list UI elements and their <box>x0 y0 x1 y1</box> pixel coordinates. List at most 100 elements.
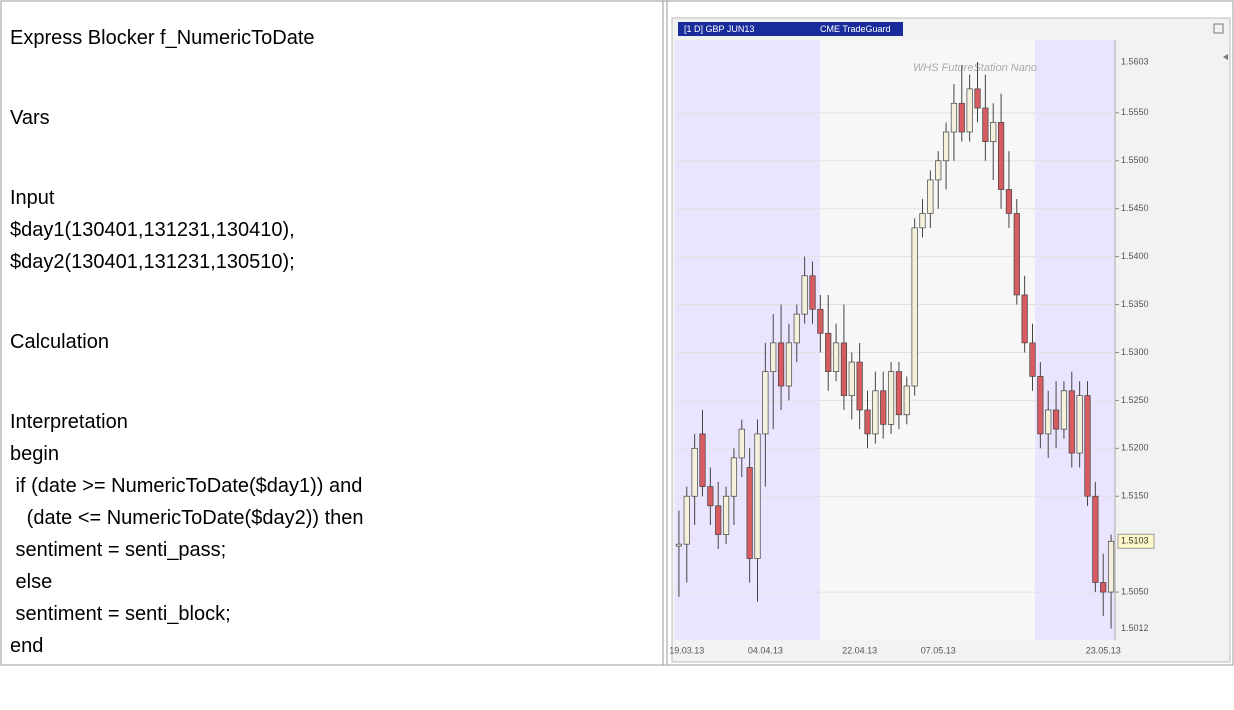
candle-body <box>1045 409 1052 435</box>
candle-body <box>903 385 910 416</box>
code-line: begin <box>10 443 59 465</box>
candle-body <box>895 371 903 416</box>
x-tick-label: 07.05.13 <box>921 645 956 655</box>
candle-body <box>715 505 722 535</box>
candle-body <box>825 332 832 372</box>
candle-body <box>1052 409 1060 430</box>
chart-subtitle: CME TradeGuard <box>820 24 891 34</box>
code-line: else <box>10 571 53 593</box>
y-tick-label: 1.5500 <box>1121 155 1149 165</box>
candle-body <box>840 342 848 396</box>
candle-body <box>699 433 706 487</box>
candle-body <box>832 342 840 372</box>
code-line: Vars <box>10 107 50 129</box>
candle-body <box>730 457 738 497</box>
code-line: Input <box>10 187 55 209</box>
candle-body <box>856 361 863 411</box>
candle-body <box>872 390 879 435</box>
y-tick-label: 1.5050 <box>1121 586 1149 596</box>
candle-body <box>1100 582 1107 593</box>
candle-body <box>675 543 683 547</box>
code-line: $day1(130401,131231,130410), <box>10 219 295 241</box>
candle-body <box>1068 390 1075 454</box>
candle-body <box>777 342 785 387</box>
code-line: sentiment = senti_block; <box>10 603 231 625</box>
x-tick-label: 04.04.13 <box>748 645 783 655</box>
candle-body <box>785 342 793 387</box>
candle-body <box>722 495 730 535</box>
y-tick-label: 1.5200 <box>1121 443 1149 453</box>
code-block: Interpretation begin if (date >= NumericT… <box>10 406 650 662</box>
code-line: $day2(130401,131231,130510); <box>10 251 295 273</box>
candle-body <box>1021 294 1028 344</box>
x-tick-label: 23.05.13 <box>1086 645 1121 655</box>
candle-body <box>1037 376 1044 435</box>
candle-body <box>793 313 800 344</box>
candle-body <box>754 433 761 559</box>
candle-body <box>974 88 981 109</box>
y-tick-label: 1.5150 <box>1121 491 1149 501</box>
title-tab <box>678 22 903 36</box>
candle-body <box>990 122 997 142</box>
candle-body <box>919 213 926 229</box>
candle-body <box>927 179 934 214</box>
candle-body <box>1029 342 1036 377</box>
candle-body <box>762 371 769 435</box>
candle-body <box>1092 495 1099 583</box>
code-line: Interpretation <box>10 411 128 433</box>
candle-body <box>1107 540 1115 593</box>
candle-body <box>880 390 887 425</box>
code-block: Express Blocker f_NumericToDate <box>10 22 650 54</box>
candle-body <box>683 495 690 545</box>
candle-body <box>935 160 942 181</box>
code-block: Vars <box>10 102 650 134</box>
last-price-box <box>1117 533 1155 549</box>
candle-body <box>746 467 753 559</box>
candle-body <box>707 486 714 507</box>
high-label: 1.5603 <box>1121 56 1149 66</box>
shading <box>1035 40 1115 640</box>
candle-body <box>942 131 950 162</box>
icon <box>1223 54 1228 60</box>
code-line: Calculation <box>10 331 109 353</box>
candle-body <box>864 409 871 435</box>
candle-body <box>801 275 808 315</box>
code-line: end <box>10 635 44 657</box>
candle-body <box>809 275 816 310</box>
code-block: Calculation <box>10 326 650 358</box>
y-tick-label: 1.5350 <box>1121 299 1149 309</box>
code-line: Express Blocker f_NumericToDate <box>10 27 315 49</box>
chart-title: [1 D] GBP JUN13 <box>684 24 754 34</box>
candle-body <box>1005 189 1013 214</box>
candle-body <box>817 308 824 334</box>
x-tick-label: 22.04.13 <box>842 645 877 655</box>
table-border <box>0 0 1234 666</box>
candle-body <box>1060 390 1068 430</box>
candle-body <box>958 102 965 133</box>
candle-body <box>966 88 973 133</box>
candle-body <box>950 102 958 133</box>
candle-body <box>848 361 855 396</box>
candle-body <box>911 227 918 387</box>
candle-body <box>887 371 895 425</box>
watermark: WHS FutureStation Nano <box>913 62 1037 74</box>
candle-body <box>738 428 745 459</box>
last-price-label: 1.5103 <box>1121 536 1149 546</box>
candle-body <box>770 342 777 372</box>
candle-body <box>691 447 698 497</box>
code-cell: Express Blocker f_NumericToDate Vars Input… <box>10 22 650 710</box>
candle-body <box>982 107 989 142</box>
code-line: if (date >= NumericToDate($day1)) and <box>10 475 363 497</box>
candle-body <box>997 122 1005 190</box>
code-block: Input $day1(130401,131231,130410), $day2(1… <box>10 182 650 278</box>
y-tick-label: 1.5400 <box>1121 251 1149 261</box>
code-line: (date <= NumericToDate($day2)) then <box>10 507 364 529</box>
candle-body <box>1013 213 1020 296</box>
chart: [1 D] GBP JUN13 CME TradeGuard WHS Futur… <box>0 0 1234 666</box>
code-line: sentiment = senti_pass; <box>10 539 227 561</box>
candle-body <box>1076 395 1083 454</box>
y-tick-label: 1.5250 <box>1121 395 1149 405</box>
icon <box>1213 23 1224 34</box>
y-tick-label: 1.5550 <box>1121 107 1149 117</box>
y-tick-label: 1.5300 <box>1121 347 1149 357</box>
